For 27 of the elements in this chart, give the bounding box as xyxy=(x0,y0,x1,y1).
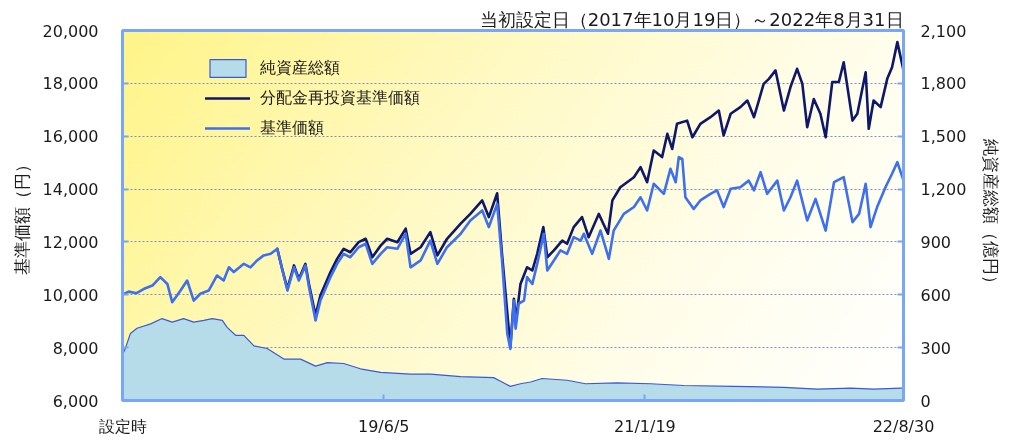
y2-tick-label: 1,500 xyxy=(920,127,967,147)
legend-label: 分配金再投資基準価額 xyxy=(260,87,420,109)
y-tick-label: 14,000 xyxy=(42,180,99,200)
legend-label: 純資産総額 xyxy=(260,57,340,79)
x-tick-label: 設定時 xyxy=(98,416,147,436)
y2-tick-label: 300 xyxy=(920,338,952,358)
y2-tick-label: 2,100 xyxy=(920,21,967,41)
y-tick-label: 12,000 xyxy=(42,232,99,252)
y2-tick-label: 900 xyxy=(920,232,952,252)
y2-tick-label: 1,800 xyxy=(920,74,967,94)
y2-tick-label: 600 xyxy=(920,285,952,305)
y-tick-label: 6,000 xyxy=(52,391,99,411)
line-series xyxy=(122,155,904,351)
y-tick-label: 18,000 xyxy=(42,74,99,94)
y2-axis-title: 純資産総額（億円） xyxy=(981,139,1002,292)
y2-tick-label: 0 xyxy=(920,391,931,411)
y2-tick-label: 1,200 xyxy=(920,180,967,200)
legend-label: 基準価額 xyxy=(260,117,324,139)
y-axis-title: 基準価額（円） xyxy=(11,156,32,275)
y-tick-label: 16,000 xyxy=(42,127,99,147)
y-tick-label: 8,000 xyxy=(52,338,99,358)
x-tick-label: 19/6/5 xyxy=(357,416,410,436)
chart-title: 当初設定日（2017年10月19日）～2022年8月31日 xyxy=(479,8,904,30)
y-tick-label: 10,000 xyxy=(42,285,99,305)
x-tick-label: 21/1/19 xyxy=(614,416,676,436)
x-tick-label: 22/8/30 xyxy=(872,416,935,436)
y-tick-label: 20,000 xyxy=(42,21,99,41)
